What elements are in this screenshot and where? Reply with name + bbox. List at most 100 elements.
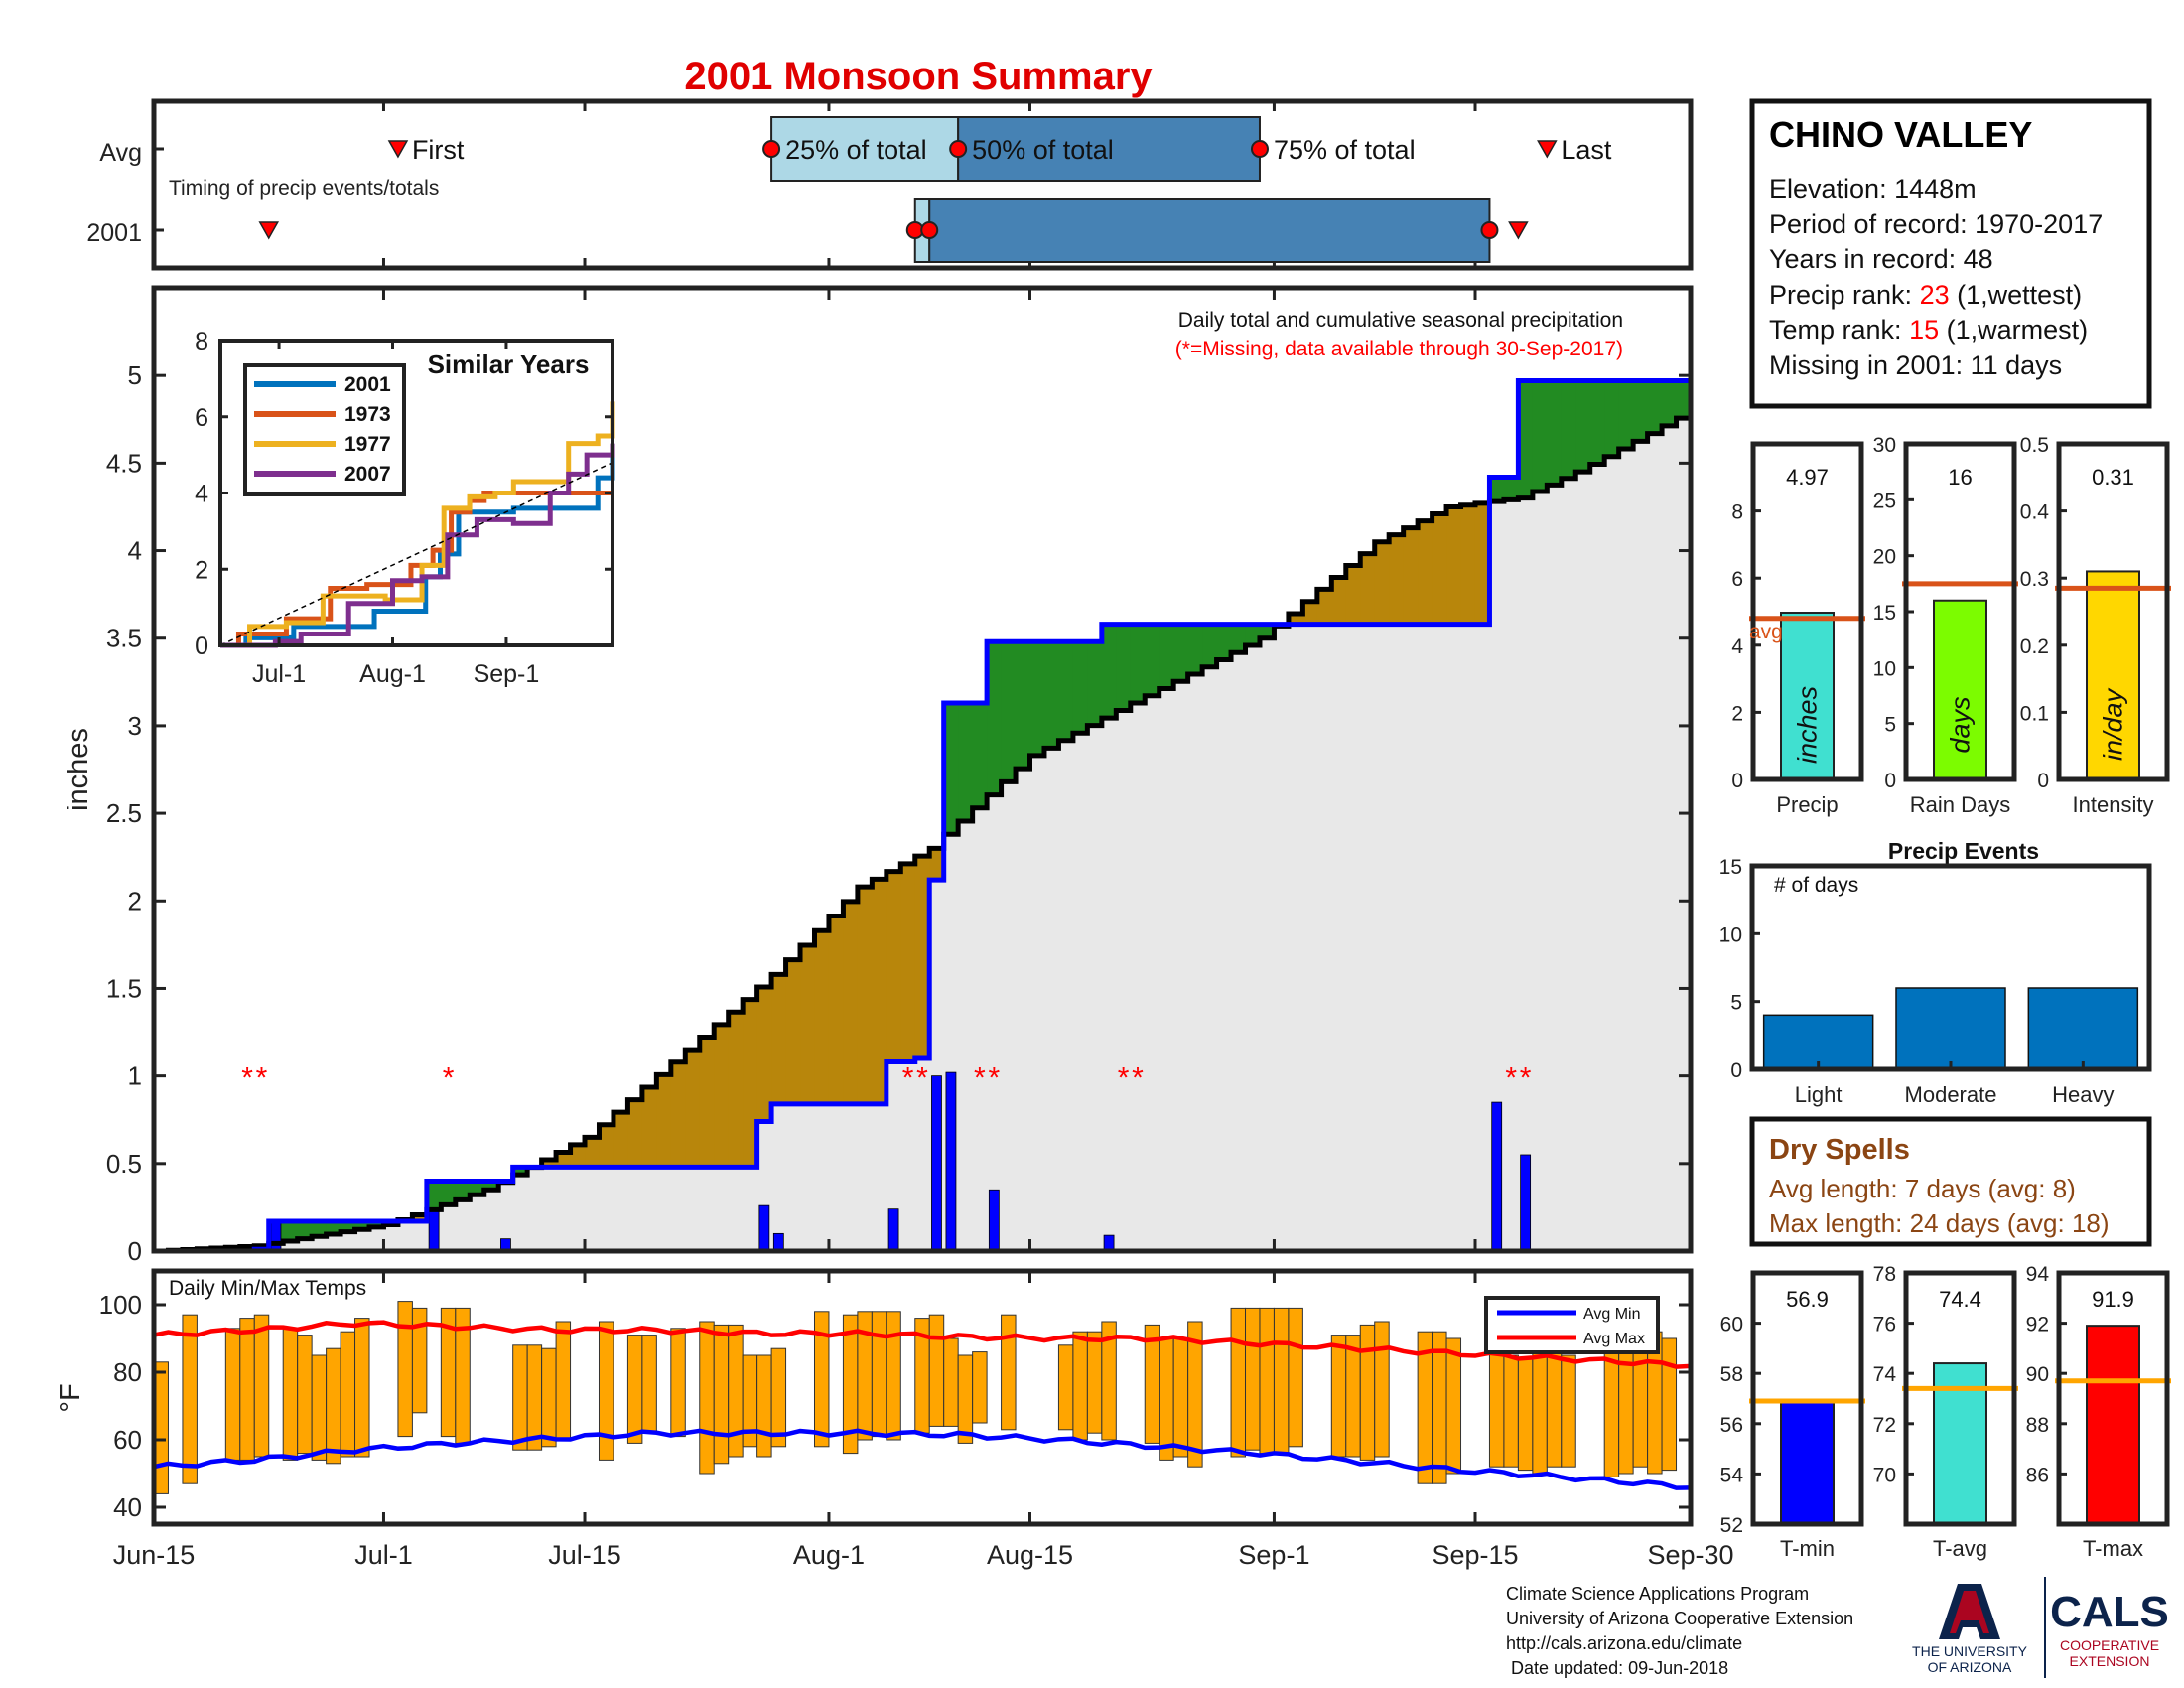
- date-axis-tick-label: Sep-15: [1432, 1540, 1518, 1570]
- precip-events-frame: [1749, 863, 2152, 1072]
- below-average-fill: [627, 1099, 643, 1168]
- daily-temp-range-bar: [1159, 1337, 1174, 1461]
- above-average-fill: [1130, 624, 1146, 703]
- precip-event-y-tick-label: 0: [1730, 1059, 1742, 1082]
- inset-x-tick-label: Sep-1: [474, 660, 540, 688]
- temp-summary-value: 56.9: [1786, 1287, 1829, 1312]
- above-average-fill: [1245, 624, 1261, 645]
- temp-plot-frame: [151, 1268, 1694, 1527]
- station-missing: Missing in 2001: 11 days: [1769, 351, 2062, 380]
- daily-temp-range-bar: [756, 1354, 772, 1458]
- date-axis-tick-label: Jul-1: [354, 1540, 413, 1570]
- precip-event-category-label: Heavy: [2052, 1082, 2114, 1107]
- below-average-fill: [1389, 534, 1405, 625]
- summary-y-tick-label: 4: [1731, 635, 1743, 658]
- below-average-fill: [556, 1152, 572, 1168]
- inset-series-line: [220, 443, 615, 648]
- daily-temp-range-bar: [770, 1347, 787, 1448]
- below-average-fill: [412, 1214, 428, 1222]
- summary-unit: in/day: [2099, 687, 2128, 761]
- station-name: CHINO VALLEY: [1769, 114, 2032, 155]
- temp-summary-y-tick-label: 74: [1873, 1363, 1897, 1386]
- precip-y-tick-label: 0.5: [106, 1149, 142, 1179]
- above-average-fill: [1575, 380, 1591, 473]
- temp-summary-value: 91.9: [2092, 1287, 2134, 1312]
- precip-rank-value: 23: [1920, 280, 1950, 310]
- precip-event-category-label: Moderate: [1905, 1082, 1997, 1107]
- timing-label-first: First: [412, 135, 465, 165]
- above-average-fill: [1101, 624, 1117, 719]
- below-average-fill: [1302, 601, 1318, 625]
- summary-y-tick-label: 30: [1873, 434, 1896, 457]
- timing-percentile-dot: [949, 140, 968, 158]
- legend-avg-min-label: Avg Min: [1583, 1306, 1641, 1323]
- below-average-fill: [541, 1160, 557, 1168]
- above-average-fill: [1532, 380, 1548, 492]
- ua-logo-mark-inner: [1950, 1591, 1989, 1633]
- daily-temp-range-bar: [1432, 1331, 1447, 1484]
- inset-legend-label: 1973: [344, 403, 391, 426]
- missing-day-marker: *: [1520, 1062, 1532, 1095]
- above-average-fill: [1029, 641, 1045, 756]
- missing-data-note: (*=Missing, data available through 30-Se…: [1175, 338, 1623, 360]
- daily-temp-range-bar: [512, 1344, 528, 1451]
- precip-y-tick-label: 3: [128, 711, 142, 741]
- below-average-fill: [1418, 520, 1433, 625]
- daily-temp-range-bar: [311, 1354, 328, 1461]
- cals-sub-line-2: EXTENSION: [2070, 1653, 2150, 1669]
- below-average-fill: [857, 887, 873, 1104]
- daily-temp-range-bar: [626, 1335, 643, 1444]
- similar-years-inset: 0 2 4 6 8 Jul-1 Aug-1 Sep-1 2001 1973 1977 2007 Sim…: [195, 328, 615, 688]
- timing-percentile-dot: [1250, 140, 1269, 158]
- summary-value: 0.31: [2092, 465, 2134, 490]
- daily-temp-range-bar: [598, 1321, 614, 1461]
- credit-line-2: University of Arizona Cooperative Extens…: [1506, 1609, 1853, 1628]
- temp-plot-content: 40 60 80 100: [99, 1290, 1692, 1522]
- temp-summary-y-tick-label: 60: [1720, 1314, 1743, 1336]
- below-average-fill: [1331, 577, 1347, 625]
- daily-temp-range-bar: [1273, 1307, 1290, 1455]
- summary-y-tick-label: 20: [1873, 546, 1896, 569]
- daily-temp-range-bar: [1101, 1321, 1117, 1441]
- timing-row-label-avg: Avg: [99, 139, 142, 167]
- below-average-fill: [585, 1137, 601, 1168]
- below-average-fill: [1446, 506, 1462, 625]
- above-average-fill: [1231, 624, 1247, 653]
- daily-temp-range-bar: [1057, 1344, 1074, 1431]
- ua-name-line-1: THE UNIVERSITY: [1912, 1643, 2028, 1659]
- summary-unit: days: [1946, 696, 1976, 753]
- daily-precip-bar: [758, 1204, 770, 1252]
- temp-y-axis-label: °F: [55, 1383, 86, 1412]
- below-average-fill: [743, 999, 758, 1168]
- missing-day-marker: *: [1505, 1062, 1517, 1095]
- above-average-fill: [1058, 641, 1074, 741]
- precip-events-content: Light Moderate Heavy 0 5 10 15: [1719, 856, 2139, 1107]
- daily-temp-range-bar: [1532, 1351, 1548, 1475]
- avg-min-temp-line: [153, 1428, 1692, 1490]
- precip-events-title: Precip Events: [1888, 838, 2039, 864]
- daily-temp-range-bar: [1503, 1354, 1519, 1468]
- temp-summary-y-tick-label: 76: [1873, 1314, 1896, 1336]
- daily-temp-range-bar: [340, 1331, 356, 1458]
- above-average-fill: [1202, 624, 1218, 667]
- inset-x-tick-label: Jul-1: [252, 660, 306, 688]
- temp-summary-y-tick-label: 78: [1873, 1263, 1896, 1286]
- summary-y-tick-label: 2: [1731, 702, 1743, 725]
- below-average-fill: [685, 1050, 701, 1168]
- daily-temp-range-bar: [526, 1344, 543, 1451]
- summary-y-tick-label: 0.2: [2020, 635, 2049, 658]
- above-average-fill: [1604, 380, 1620, 457]
- above-average-fill: [987, 641, 1003, 795]
- precip-y-tick-label: 4.5: [106, 448, 142, 478]
- below-average-fill: [800, 944, 816, 1104]
- below-average-fill: [900, 863, 916, 1062]
- ua-name-line-2: OF ARIZONA: [1928, 1659, 2012, 1675]
- timing-frame: [151, 98, 1694, 271]
- daily-temp-range-bar: [1172, 1337, 1189, 1458]
- precip-y-tick-label: 4: [128, 536, 142, 566]
- daily-temp-range-bar: [713, 1324, 730, 1465]
- inset-y-tick-label: 6: [195, 404, 208, 432]
- missing-day-marker: *: [988, 1062, 1000, 1095]
- above-average-fill: [1489, 477, 1505, 502]
- temp-summary-panel-frame: [1750, 1270, 1864, 1527]
